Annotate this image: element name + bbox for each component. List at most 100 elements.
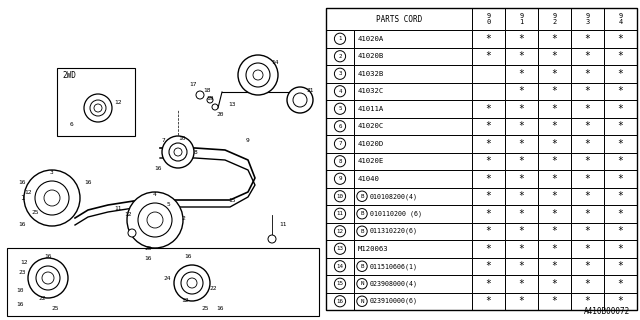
Bar	[604, 258, 637, 275]
Circle shape	[357, 191, 367, 202]
Text: 12: 12	[24, 189, 32, 195]
Text: *: *	[518, 244, 524, 254]
Bar	[472, 135, 505, 153]
Bar	[472, 8, 505, 30]
Text: B: B	[360, 229, 364, 234]
Bar	[604, 205, 637, 222]
Bar	[354, 117, 472, 135]
Text: *: *	[486, 261, 492, 271]
Text: B: B	[360, 194, 364, 199]
Bar	[571, 117, 604, 135]
Bar	[354, 258, 472, 275]
Circle shape	[334, 278, 346, 289]
Text: *: *	[584, 191, 591, 201]
Text: 12: 12	[115, 100, 122, 105]
Text: 41040: 41040	[358, 176, 380, 182]
Bar	[604, 83, 637, 100]
Bar	[571, 100, 604, 117]
Bar	[354, 275, 472, 292]
Text: 20: 20	[216, 113, 224, 117]
Text: *: *	[486, 174, 492, 184]
Bar	[505, 83, 538, 100]
Text: *: *	[618, 34, 623, 44]
Text: B: B	[360, 211, 364, 216]
Circle shape	[187, 278, 197, 288]
Text: 011510606(1): 011510606(1)	[370, 263, 418, 269]
Bar	[538, 100, 571, 117]
Text: 14: 14	[337, 264, 344, 269]
Text: M120063: M120063	[358, 246, 388, 252]
Text: 41020C: 41020C	[358, 123, 384, 129]
Bar	[604, 222, 637, 240]
Text: 18: 18	[204, 87, 211, 92]
Bar	[326, 205, 354, 222]
Circle shape	[42, 272, 54, 284]
Bar	[354, 47, 472, 65]
Bar	[505, 258, 538, 275]
Bar	[538, 153, 571, 170]
Text: 5: 5	[339, 106, 342, 111]
Text: 2: 2	[339, 54, 342, 59]
Text: *: *	[618, 69, 623, 79]
Text: *: *	[618, 51, 623, 61]
Bar	[505, 8, 538, 30]
Text: 41011A: 41011A	[358, 106, 384, 112]
Text: 19: 19	[206, 95, 214, 100]
Text: *: *	[552, 51, 557, 61]
Text: 11: 11	[337, 211, 344, 216]
Bar	[326, 135, 354, 153]
Bar	[505, 222, 538, 240]
Bar	[57, 68, 135, 136]
Bar	[326, 65, 354, 83]
Bar	[326, 30, 354, 47]
Bar	[354, 205, 472, 222]
Bar	[326, 8, 637, 310]
Text: 41032B: 41032B	[358, 71, 384, 77]
Circle shape	[28, 258, 68, 298]
Bar	[472, 100, 505, 117]
Bar	[505, 292, 538, 310]
Bar	[538, 240, 571, 258]
Bar	[538, 170, 571, 188]
Text: 25: 25	[144, 245, 152, 251]
Circle shape	[36, 266, 60, 290]
Text: *: *	[552, 244, 557, 254]
Text: *: *	[618, 174, 623, 184]
Bar	[538, 222, 571, 240]
Bar	[604, 8, 637, 30]
Text: 4: 4	[339, 89, 342, 94]
Text: 25: 25	[201, 306, 209, 310]
Text: *: *	[486, 226, 492, 236]
Circle shape	[357, 226, 367, 236]
Circle shape	[147, 212, 163, 228]
Circle shape	[196, 91, 204, 99]
Text: 023910000(6): 023910000(6)	[370, 298, 418, 305]
Text: *: *	[518, 69, 524, 79]
Circle shape	[334, 121, 346, 132]
Text: 25: 25	[31, 211, 39, 215]
Bar	[354, 188, 472, 205]
Circle shape	[334, 156, 346, 167]
Bar	[472, 65, 505, 83]
Circle shape	[24, 170, 80, 226]
Bar	[354, 222, 472, 240]
Text: B: B	[360, 264, 364, 269]
Circle shape	[90, 100, 106, 116]
Circle shape	[334, 243, 346, 254]
Bar	[604, 292, 637, 310]
Bar	[538, 65, 571, 83]
Text: 41020A: 41020A	[358, 36, 384, 42]
Bar	[538, 275, 571, 292]
Circle shape	[334, 103, 346, 114]
Text: *: *	[618, 104, 623, 114]
Text: *: *	[584, 121, 591, 131]
Bar	[604, 188, 637, 205]
Bar	[505, 65, 538, 83]
Bar	[604, 100, 637, 117]
Bar	[505, 275, 538, 292]
Bar	[505, 188, 538, 205]
Circle shape	[334, 173, 346, 184]
Bar	[326, 275, 354, 292]
Text: 12: 12	[20, 260, 28, 265]
Text: 12: 12	[337, 229, 344, 234]
